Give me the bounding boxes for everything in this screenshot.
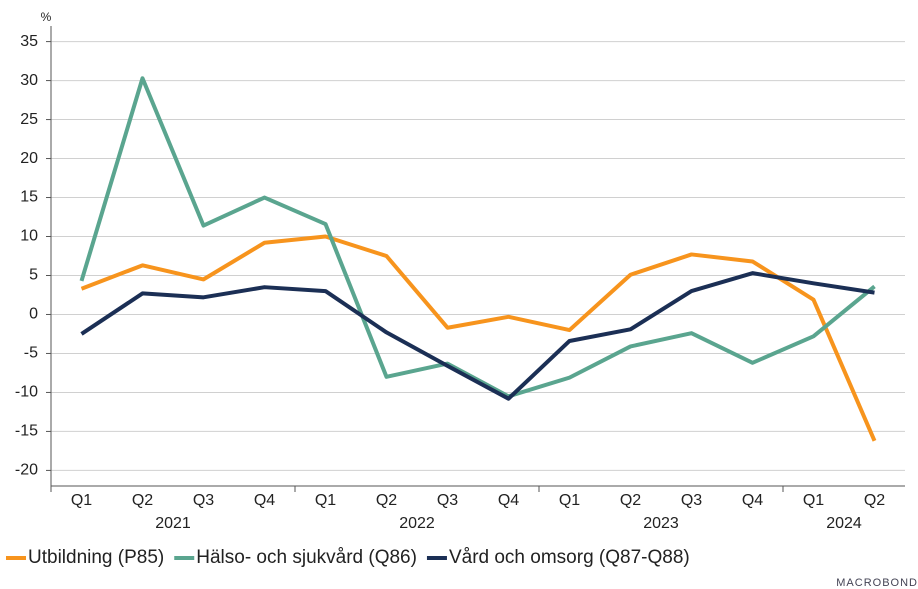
x-tick-label: Q3 [193, 492, 214, 509]
legend-label: Hälso- och sjukvård (Q86) [196, 547, 417, 568]
y-tick-label: 35 [20, 33, 38, 50]
x-group-label: 2023 [643, 515, 679, 532]
series-line [80, 234, 877, 442]
x-group-label: 2021 [155, 515, 191, 532]
y-tick-label: -10 [15, 384, 38, 401]
x-tick-label: Q1 [559, 492, 580, 509]
watermark: MACROBOND [836, 577, 918, 589]
y-tick-label: -5 [24, 345, 38, 362]
y-tick-label: 10 [20, 228, 38, 245]
y-tick-label: 30 [20, 72, 38, 89]
x-tick-label: Q4 [742, 492, 763, 509]
y-tick-label: 15 [20, 189, 38, 206]
y-tick-label: -15 [15, 423, 38, 440]
x-tick-label: Q4 [254, 492, 275, 509]
y-tick-label: 25 [20, 111, 38, 128]
x-tick-label: Q2 [376, 492, 397, 509]
x-tick-label: Q2 [864, 492, 885, 509]
y-tick-label: -20 [15, 462, 38, 479]
x-tick-label: Q4 [498, 492, 519, 509]
y-tick-label: 0 [29, 306, 38, 323]
x-tick-label: Q2 [132, 492, 153, 509]
legend-label: Utbildning (P85) [28, 547, 164, 568]
series-line [80, 271, 875, 401]
x-tick-label: Q1 [71, 492, 92, 509]
unit-label: % [41, 10, 52, 24]
x-group-label: 2022 [399, 515, 435, 532]
x-tick-label: Q1 [803, 492, 824, 509]
x-tick-label: Q2 [620, 492, 641, 509]
y-tick-label: 5 [29, 267, 38, 284]
y-tick-label: 20 [20, 150, 38, 167]
x-tick-label: Q3 [681, 492, 702, 509]
legend-label: Vård och omsorg (Q87-Q88) [449, 547, 690, 568]
series-line [79, 76, 876, 399]
x-tick-label: Q3 [437, 492, 458, 509]
x-group-label: 2024 [826, 515, 862, 532]
x-tick-label: Q1 [315, 492, 336, 509]
